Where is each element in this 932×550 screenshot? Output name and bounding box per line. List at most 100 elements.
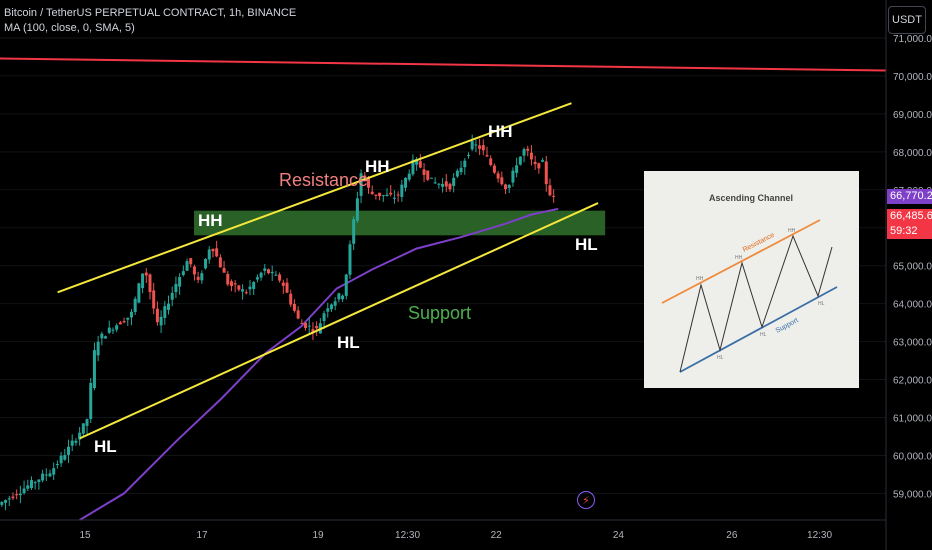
candle-body — [237, 285, 241, 290]
candle-body — [115, 325, 119, 330]
candle-body — [15, 494, 19, 496]
price-tick-label: 60,000.0 — [893, 451, 932, 462]
price-tick-label: 70,000.0 — [893, 72, 932, 83]
candle-body — [507, 184, 511, 188]
price-tick-label: 61,000.0 — [893, 414, 932, 425]
candle-body — [215, 248, 219, 257]
candle-body — [533, 161, 537, 165]
candle-body — [44, 474, 48, 476]
time-tick-label: 12:30 — [807, 530, 832, 541]
symbol-title[interactable]: Bitcoin / TetherUS PERPETUAL CONTRACT, 1… — [4, 7, 297, 19]
candle-body — [337, 293, 341, 300]
price-tick-label: 68,000.0 — [893, 148, 932, 159]
candle-body — [29, 480, 33, 489]
candle-body — [229, 281, 233, 286]
hl-label: HL — [337, 333, 360, 352]
price-tick-label: 65,000.0 — [893, 262, 932, 273]
candle-body — [452, 177, 456, 186]
chart-legend: Bitcoin / TetherUS PERPETUAL CONTRACT, 1… — [4, 6, 296, 36]
candle-body — [407, 173, 411, 180]
candle-body — [478, 145, 482, 149]
candle-body — [433, 182, 437, 184]
candle-body — [185, 261, 189, 271]
candle-body — [259, 272, 263, 278]
lightning-icon[interactable]: ⚡ — [577, 491, 595, 509]
candle-body — [448, 183, 452, 190]
ma-value-badge: 66,485.6 — [887, 209, 932, 224]
candle-body — [107, 327, 111, 333]
candle-body — [418, 161, 422, 168]
candle-body — [192, 266, 196, 275]
candle-body — [289, 293, 293, 305]
candle-body — [255, 277, 259, 280]
candle-body — [22, 488, 26, 494]
hh-label: HH — [198, 211, 223, 230]
indicator-label[interactable]: MA (100, close, 0, SMA, 5) — [4, 22, 135, 34]
candle-body — [366, 177, 370, 188]
candle-body — [322, 313, 326, 321]
inset-hl-label: HL — [818, 301, 825, 307]
inset-hl-label: HL — [760, 332, 767, 338]
candle-body — [126, 317, 130, 320]
candle-body — [96, 341, 100, 356]
price-tick-label: 59,000.0 — [893, 489, 932, 500]
candle-body — [526, 148, 530, 151]
candle-body — [355, 198, 359, 221]
candle-body — [311, 329, 315, 332]
candle-body — [207, 249, 211, 260]
candle-body — [41, 473, 45, 481]
candle-body — [396, 194, 400, 196]
candle-body — [222, 268, 226, 273]
candle-body — [329, 304, 333, 310]
candle-body — [466, 154, 470, 156]
channel-upper-line — [57, 102, 572, 294]
inset-zigzag — [679, 234, 833, 373]
candle-body — [148, 274, 152, 293]
price-axis[interactable]: 59,000.0 60,000.0 61,000.0 62,000.0 63,000.0… — [893, 34, 932, 500]
candle-body — [344, 274, 348, 296]
price-tick-label: 64,000.0 — [893, 300, 932, 311]
candle-body — [285, 282, 289, 293]
candle-body — [426, 170, 430, 180]
candle-body — [241, 289, 245, 292]
candle-body — [155, 308, 159, 323]
candle-body — [522, 149, 526, 156]
candle-body — [78, 432, 82, 440]
currency-button[interactable]: USDT — [888, 6, 926, 34]
candle-body — [122, 321, 126, 323]
candle-body — [196, 276, 200, 280]
candle-body — [174, 283, 178, 293]
time-tick-label: 26 — [726, 530, 738, 541]
candle-body — [59, 455, 63, 464]
candle-body — [429, 177, 433, 179]
price-tick-label: 69,000.0 — [893, 110, 932, 121]
candle-body — [263, 268, 267, 271]
last-price-badge: 66,770.2 — [887, 189, 932, 204]
candle-body — [463, 160, 467, 168]
candle-body — [278, 274, 282, 281]
candle-body — [200, 273, 204, 281]
candle-body — [437, 183, 441, 185]
candle-body — [281, 282, 285, 286]
candle-body — [378, 192, 382, 197]
candle-body — [441, 183, 445, 187]
channel-lower-line — [79, 202, 599, 440]
candle-body — [67, 446, 71, 455]
candle-body — [18, 493, 22, 496]
candle-body — [300, 323, 304, 325]
candle-body — [455, 170, 459, 177]
time-tick-label: 19 — [313, 530, 325, 541]
candle-body — [392, 197, 396, 199]
candle-body — [348, 244, 352, 275]
candle-body — [37, 479, 41, 483]
candle-body — [52, 468, 56, 475]
time-axis[interactable]: 15 17 19 12:30 22 24 26 12:30 — [79, 530, 832, 541]
candle-body — [133, 298, 137, 312]
candle-body — [411, 159, 415, 175]
moving-average-line — [79, 207, 559, 521]
candle-body — [204, 258, 208, 269]
candle-body — [144, 272, 148, 276]
candle-body — [129, 311, 133, 318]
